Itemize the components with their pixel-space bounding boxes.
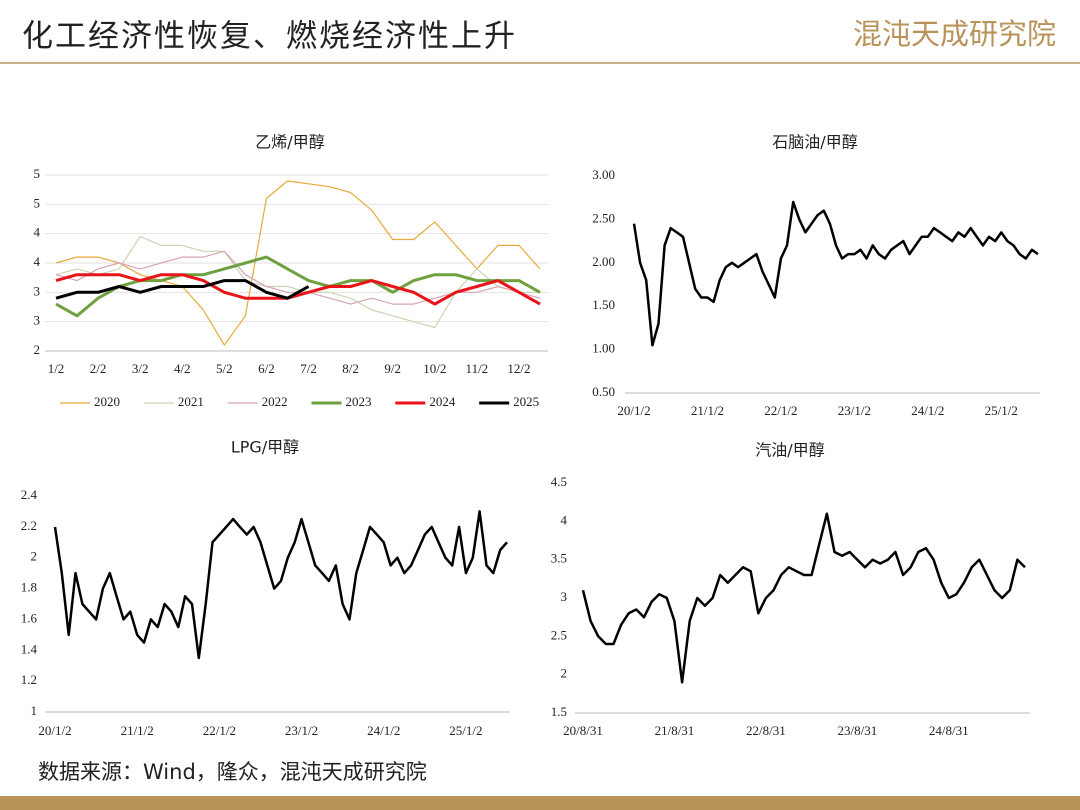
line-series bbox=[53, 510, 508, 660]
y-tick-label: 2 bbox=[561, 666, 568, 681]
x-tick-label: 24/8/31 bbox=[929, 723, 969, 738]
x-tick-label: 25/1/2 bbox=[449, 723, 482, 738]
line-series bbox=[55, 180, 541, 346]
legend-label: 2023 bbox=[346, 394, 372, 409]
x-tick-label: 2/2 bbox=[90, 361, 107, 376]
y-tick-label: 1.2 bbox=[21, 672, 37, 687]
x-tick-label: 6/2 bbox=[258, 361, 275, 376]
y-tick-label: 2.4 bbox=[21, 487, 38, 502]
chart-title: LPG/甲醇 bbox=[231, 438, 299, 457]
source-note: 数据来源：Wind，隆众，混沌天成研究院 bbox=[38, 760, 427, 784]
x-tick-label: 23/8/31 bbox=[837, 723, 877, 738]
y-tick-label: 1 bbox=[31, 703, 38, 718]
y-tick-label: 1.4 bbox=[21, 641, 38, 656]
y-tick-label: 3 bbox=[34, 283, 41, 298]
legend-label: 2022 bbox=[262, 394, 288, 409]
x-tick-label: 5/2 bbox=[216, 361, 233, 376]
line-series bbox=[55, 279, 310, 300]
line-series bbox=[632, 200, 1039, 347]
x-tick-label: 20/1/2 bbox=[617, 403, 650, 418]
x-tick-label: 23/1/2 bbox=[838, 403, 871, 418]
y-tick-label: 1.5 bbox=[551, 704, 567, 719]
slide-title: 化工经济性恢复、燃烧经济性上升 bbox=[22, 19, 517, 55]
y-tick-label: 4 bbox=[561, 512, 568, 527]
y-tick-label: 2 bbox=[31, 549, 38, 564]
x-tick-label: 22/1/2 bbox=[764, 403, 797, 418]
y-tick-label: 2.2 bbox=[21, 518, 37, 533]
x-tick-label: 9/2 bbox=[384, 361, 401, 376]
y-tick-label: 3.00 bbox=[592, 167, 615, 182]
legend-label: 2024 bbox=[429, 394, 456, 409]
y-tick-label: 2.50 bbox=[592, 210, 615, 225]
y-tick-label: 2.5 bbox=[551, 627, 567, 642]
x-tick-label: 11/2 bbox=[466, 361, 489, 376]
y-tick-label: 1.8 bbox=[21, 580, 37, 595]
legend-label: 2021 bbox=[178, 394, 204, 409]
line-series bbox=[55, 236, 540, 329]
y-tick-label: 1.50 bbox=[592, 297, 615, 312]
y-tick-label: 4 bbox=[34, 254, 41, 269]
y-tick-label: 4.5 bbox=[551, 474, 567, 489]
x-tick-label: 24/1/2 bbox=[367, 723, 400, 738]
x-tick-label: 21/8/31 bbox=[655, 723, 695, 738]
logo: 混沌天成研究院 bbox=[853, 17, 1056, 51]
y-tick-label: 1.00 bbox=[592, 341, 615, 356]
y-tick-label: 3.5 bbox=[551, 551, 567, 566]
y-tick-label: 5 bbox=[34, 195, 41, 210]
y-tick-label: 2.00 bbox=[592, 254, 615, 269]
x-tick-label: 10/2 bbox=[423, 361, 446, 376]
x-tick-label: 20/8/31 bbox=[563, 723, 603, 738]
x-tick-label: 3/2 bbox=[132, 361, 149, 376]
y-tick-label: 4 bbox=[34, 225, 41, 240]
x-tick-label: 22/8/31 bbox=[746, 723, 786, 738]
y-tick-label: 0.50 bbox=[592, 384, 615, 399]
chart-title: 汽油/甲醇 bbox=[755, 441, 824, 460]
footer-bar bbox=[0, 796, 1080, 810]
x-tick-label: 20/1/2 bbox=[38, 723, 71, 738]
line-series bbox=[55, 273, 541, 306]
x-tick-label: 4/2 bbox=[174, 361, 191, 376]
x-tick-label: 1/2 bbox=[48, 361, 65, 376]
chart-title: 石脑油/甲醇 bbox=[772, 133, 857, 152]
x-tick-label: 21/1/2 bbox=[691, 403, 724, 418]
line-series bbox=[55, 255, 541, 318]
y-tick-label: 1.6 bbox=[21, 610, 38, 625]
x-tick-label: 21/1/2 bbox=[121, 723, 154, 738]
x-tick-label: 7/2 bbox=[300, 361, 317, 376]
x-tick-label: 8/2 bbox=[342, 361, 359, 376]
y-tick-label: 2 bbox=[34, 342, 41, 357]
y-tick-label: 3 bbox=[561, 589, 568, 604]
y-tick-label: 5 bbox=[34, 166, 41, 181]
x-tick-label: 24/1/2 bbox=[911, 403, 944, 418]
legend-label: 2020 bbox=[94, 394, 120, 409]
x-tick-label: 25/1/2 bbox=[985, 403, 1018, 418]
logo-box bbox=[845, 18, 1057, 52]
x-tick-label: 12/2 bbox=[507, 361, 530, 376]
x-tick-label: 22/1/2 bbox=[203, 723, 236, 738]
x-tick-label: 23/1/2 bbox=[285, 723, 318, 738]
y-tick-label: 3 bbox=[34, 313, 41, 328]
line-series bbox=[581, 512, 1026, 684]
legend-label: 2025 bbox=[513, 394, 539, 409]
chart-title: 乙烯/甲醇 bbox=[255, 133, 324, 152]
